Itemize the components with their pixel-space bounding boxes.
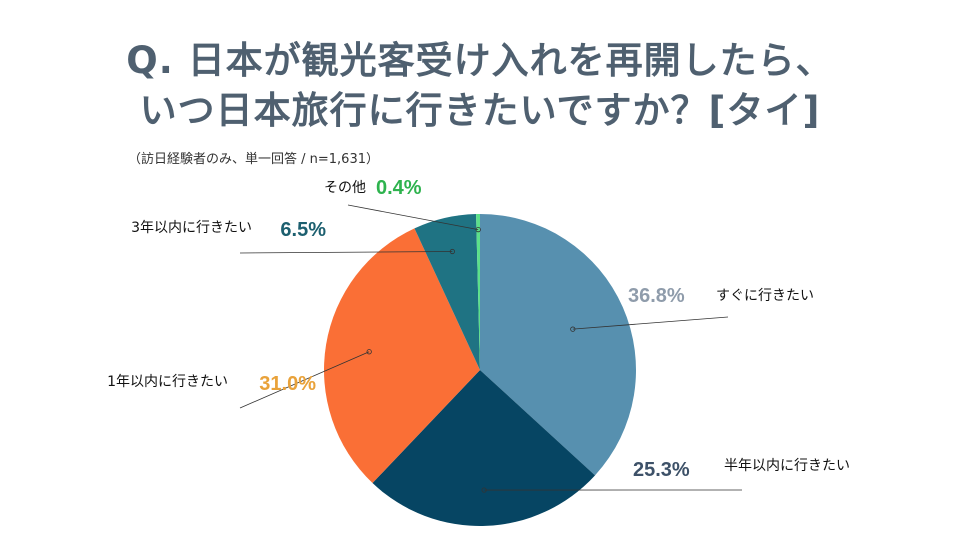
category-label-other: その他: [324, 180, 366, 196]
leader-line-immediately: [572, 316, 729, 330]
leader-dot-within-3-years: [449, 248, 455, 255]
value-label-within-6-months: 25.3%: [633, 459, 690, 481]
pie-slice-other: [476, 214, 480, 370]
category-label-within-3-years: 3年以内に行きたい: [131, 220, 252, 236]
pie-slice-within-3-years: [414, 214, 480, 370]
pie-slice-within-6-months: [372, 370, 596, 526]
value-label-other: 0.4%: [376, 177, 422, 199]
leader-line-other: [347, 204, 479, 231]
value-label-immediately: 36.8%: [628, 285, 685, 307]
title-line-1: Q. 日本が観光客受け入れを再開したら、: [126, 39, 834, 82]
chart-title: Q. 日本が観光客受け入れを再開したら、 いつ日本旅行に行きたいですか？[タイ]: [0, 36, 960, 136]
value-label-within-3-years: 6.5%: [280, 219, 326, 241]
category-label-immediately: すぐに行きたい: [716, 288, 814, 304]
leader-line-within-3-years: [239, 251, 453, 254]
chart-subtitle: （訪日経験者のみ、単一回答 / n=1,631）: [128, 152, 379, 167]
pie-slice-immediately: [480, 214, 636, 476]
leader-dot-immediately: [570, 326, 576, 332]
pie-slice-within-1-year: [323, 228, 480, 484]
value-label-within-1-year: 31.0%: [259, 373, 316, 395]
title-line-2: いつ日本旅行に行きたいですか？[タイ]: [139, 89, 821, 132]
category-label-within-6-months: 半年以内に行きたい: [724, 458, 850, 474]
leader-dot-other: [475, 227, 481, 233]
leader-dot-within-1-year: [366, 349, 372, 355]
category-label-within-1-year: 1年以内に行きたい: [107, 374, 228, 390]
leader-line-within-1-year: [239, 351, 370, 409]
leader-dot-within-6-months: [481, 487, 487, 493]
